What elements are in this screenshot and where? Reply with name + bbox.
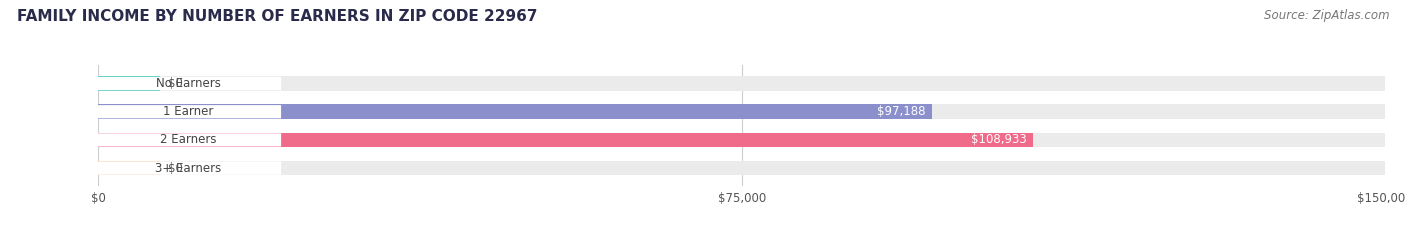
Text: $0: $0: [167, 161, 183, 175]
Bar: [98, 133, 1385, 147]
Text: $108,933: $108,933: [970, 134, 1026, 146]
Bar: [98, 104, 932, 119]
Text: FAMILY INCOME BY NUMBER OF EARNERS IN ZIP CODE 22967: FAMILY INCOME BY NUMBER OF EARNERS IN ZI…: [17, 9, 537, 24]
Bar: [98, 161, 1385, 175]
FancyBboxPatch shape: [94, 161, 281, 175]
Bar: [98, 76, 1385, 91]
Bar: [98, 76, 160, 91]
Text: 1 Earner: 1 Earner: [163, 105, 214, 118]
FancyBboxPatch shape: [94, 133, 281, 147]
Bar: [98, 133, 1032, 147]
FancyBboxPatch shape: [94, 77, 281, 90]
Bar: [98, 161, 160, 175]
Text: $0: $0: [167, 77, 183, 90]
Text: No Earners: No Earners: [156, 77, 221, 90]
FancyBboxPatch shape: [94, 105, 281, 118]
Bar: [98, 104, 1385, 119]
Text: 2 Earners: 2 Earners: [160, 134, 217, 146]
Text: 3+ Earners: 3+ Earners: [155, 161, 221, 175]
Text: Source: ZipAtlas.com: Source: ZipAtlas.com: [1264, 9, 1389, 22]
Text: $97,188: $97,188: [877, 105, 925, 118]
